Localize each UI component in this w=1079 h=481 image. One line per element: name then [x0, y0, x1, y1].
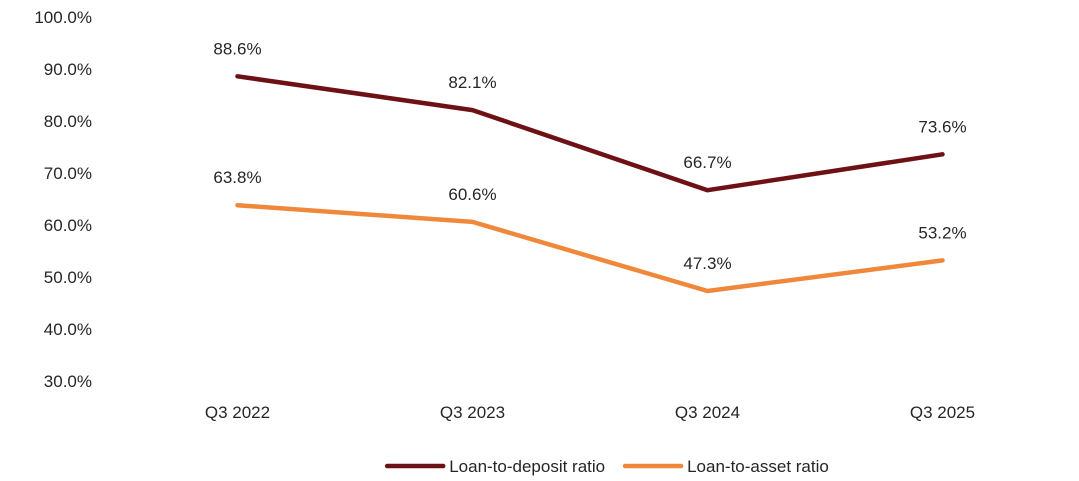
- x-tick-label: Q3 2025: [910, 403, 975, 422]
- data-label: 53.2%: [918, 223, 966, 242]
- data-label: 66.7%: [683, 153, 731, 172]
- y-tick-label: 80.0%: [44, 112, 92, 131]
- y-axis-ticks: 30.0% 40.0% 50.0% 60.0% 70.0% 80.0% 90.0% 100.0…: [34, 8, 92, 391]
- y-tick-label: 50.0%: [44, 268, 92, 287]
- data-labels: 88.6% 82.1% 66.7% 73.6% 63.8% 60.6% 47.3% 53.2%: [213, 39, 966, 273]
- x-tick-label: Q3 2024: [675, 403, 740, 422]
- y-tick-label: 90.0%: [44, 60, 92, 79]
- series-line-loan-to-deposit: [235, 74, 945, 193]
- data-label: 47.3%: [683, 254, 731, 273]
- y-tick-label: 30.0%: [44, 372, 92, 391]
- y-tick-label: 60.0%: [44, 216, 92, 235]
- legend-item-loan-to-asset: Loan-to-asset ratio: [622, 457, 829, 476]
- data-label: 60.6%: [448, 185, 496, 204]
- data-label: 63.8%: [213, 168, 261, 187]
- y-tick-label: 100.0%: [34, 8, 92, 27]
- legend: Loan-to-deposit ratio Loan-to-asset ratio: [384, 457, 829, 476]
- y-tick-label: 70.0%: [44, 164, 92, 183]
- series-lines: [235, 74, 945, 294]
- data-label: 73.6%: [918, 117, 966, 136]
- x-tick-label: Q3 2022: [205, 403, 270, 422]
- data-label: 82.1%: [448, 73, 496, 92]
- legend-label: Loan-to-asset ratio: [687, 457, 829, 476]
- legend-item-loan-to-deposit: Loan-to-deposit ratio: [384, 457, 605, 476]
- x-axis-ticks: Q3 2022 Q3 2023 Q3 2024 Q3 2025: [205, 403, 975, 422]
- series-line-loan-to-asset: [235, 202, 945, 294]
- y-tick-label: 40.0%: [44, 320, 92, 339]
- x-tick-label: Q3 2023: [440, 403, 505, 422]
- legend-label: Loan-to-deposit ratio: [449, 457, 605, 476]
- data-label: 88.6%: [213, 39, 261, 58]
